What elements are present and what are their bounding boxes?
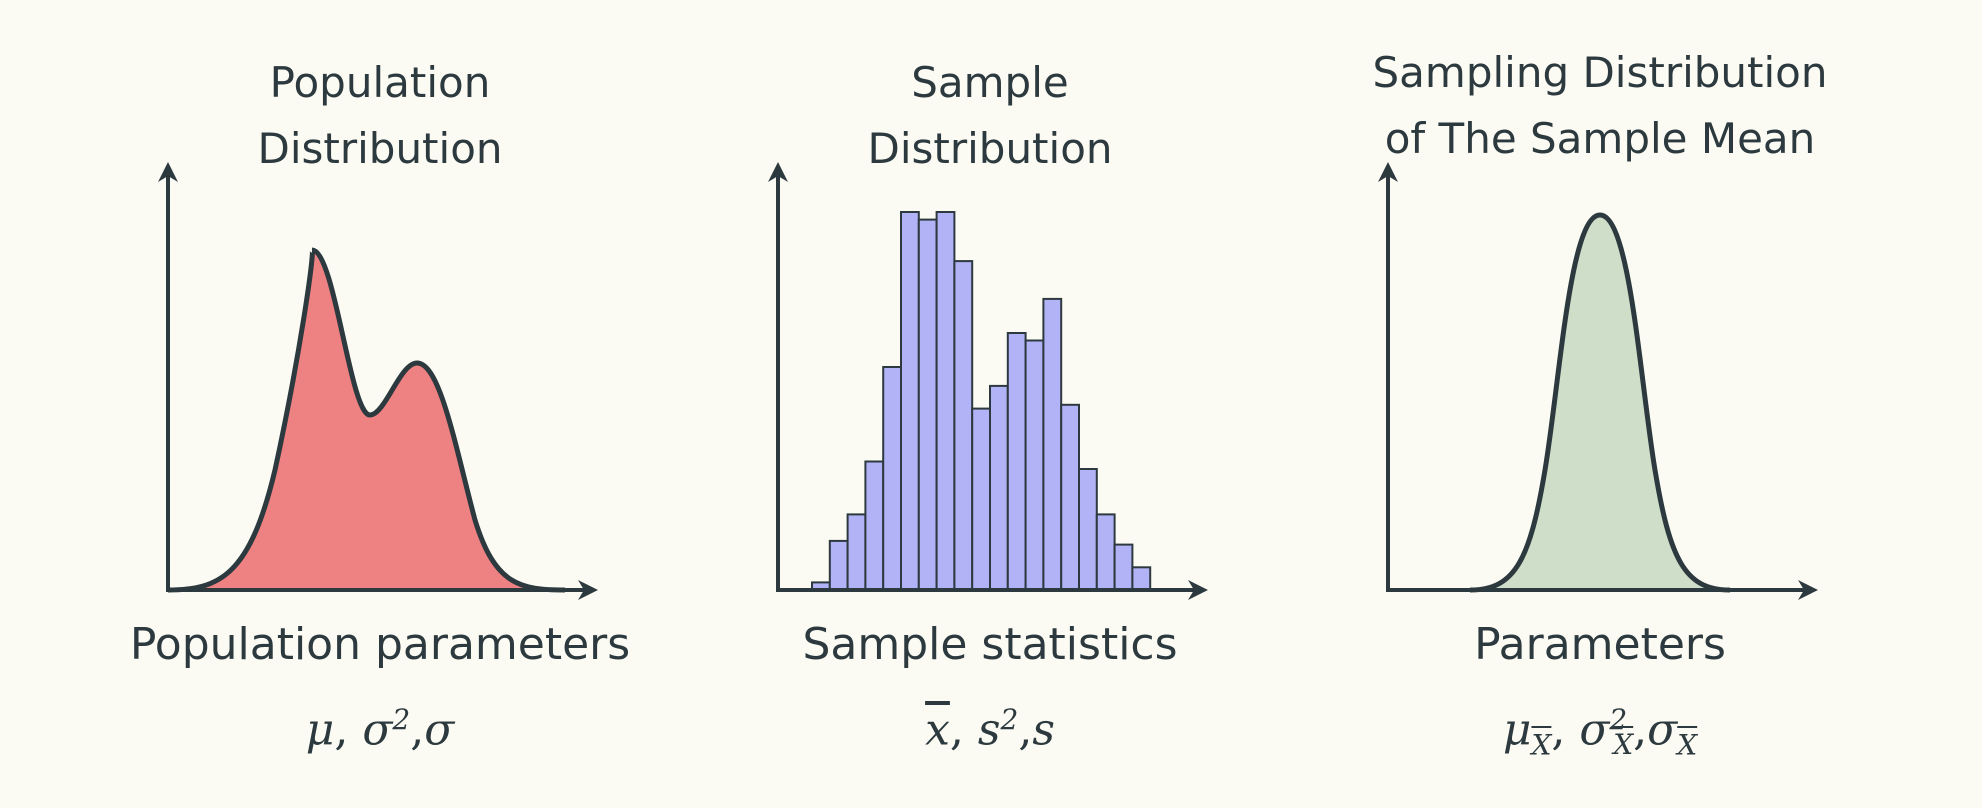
population-formula: μ, σ2,σ [305,703,455,756]
population-title: Population Distribution [257,58,503,173]
population-density-fill [168,250,565,590]
histogram-bar [989,384,1009,591]
population-density-curve [167,247,566,593]
sampling-title: Sampling Distribution of The Sample Mean [1372,48,1828,163]
sample-formula: x, s2,s [925,703,1055,756]
sample-histogram [768,162,1208,600]
histogram-bar [917,218,938,591]
histogram-bar [935,211,956,591]
sampling-formula: μX, σ2X,σX [1502,703,1698,762]
sampling-caption: Parameters [1474,619,1726,670]
histogram-bar [900,211,920,591]
sampling-plot [1378,162,1818,600]
histogram-bar [1006,332,1027,591]
population-plot [158,162,598,600]
population-panel: Population Distribution Population param… [100,0,660,808]
sample-panel: Sample Distribution Sample statistics x,… [710,0,1270,808]
histogram-bar [1060,403,1081,591]
sampling-density-curve [1469,212,1731,593]
histogram-bar [828,539,849,592]
histogram-bar [953,260,974,591]
histogram-bar [1042,297,1063,591]
histogram-bar [1024,339,1045,591]
sample-caption: Sample statistics [802,619,1178,670]
histogram-bar [864,460,885,591]
histogram-bar [1095,513,1116,592]
sampling-density-fill [1470,215,1730,590]
histogram-bar [882,366,902,591]
sample-title: Sample Distribution [867,58,1113,173]
histogram-bar [1078,468,1098,591]
sampling-panel: Sampling Distribution of The Sample Mean… [1320,0,1880,808]
histogram-bar [846,513,867,592]
histogram-bar [1131,566,1152,591]
population-caption: Population parameters [129,619,631,670]
histogram-bar [971,407,992,591]
histogram-bar [1113,543,1134,591]
